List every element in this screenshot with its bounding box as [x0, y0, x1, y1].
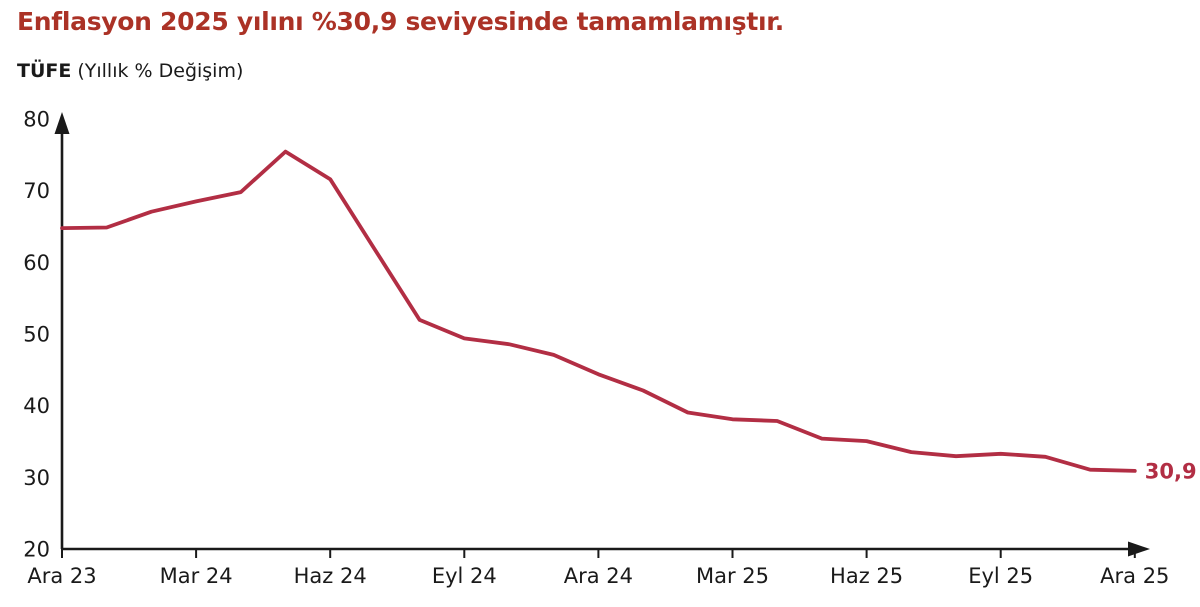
y-axis-tick-label: 20	[23, 538, 50, 562]
x-axis-tick-label: Haz 25	[830, 564, 903, 588]
tufe-line-series	[60, 149, 1137, 473]
end-value-label: 30,9	[1145, 459, 1197, 483]
x-axis-tick-label: Ara 23	[27, 564, 96, 588]
y-axis-tick-label: 30	[23, 466, 50, 490]
x-axis-tick-label: Eyl 25	[968, 564, 1033, 588]
y-axis-tick-label: 60	[23, 251, 50, 275]
y-axis-tick-label: 50	[23, 323, 50, 347]
x-axis-arrow-icon	[1128, 541, 1150, 557]
series-name-label: TÜFE	[17, 60, 72, 82]
y-axis-tick-label: 40	[23, 394, 50, 418]
series-unit-label: (Yıllık % Değişim)	[77, 60, 244, 82]
x-axis-tick-label: Eyl 24	[432, 564, 497, 588]
x-axis-tick-label: Haz 24	[294, 564, 367, 588]
x-axis-tick-label: Ara 24	[564, 564, 633, 588]
x-axis-tick-label: Mar 24	[160, 564, 233, 588]
y-axis-tick-label: 80	[23, 108, 50, 132]
y-axis-arrow-icon	[54, 112, 70, 134]
page-title: Enflasyon 2025 yılını %30,9 seviyesinde …	[17, 7, 784, 36]
chart-subtitle: TÜFE (Yıllık % Değişim)	[17, 60, 243, 82]
x-axis-tick-label: Ara 25	[1100, 564, 1169, 588]
x-axis-tick-label: Mar 25	[696, 564, 769, 588]
y-axis-tick-label: 70	[23, 179, 50, 203]
